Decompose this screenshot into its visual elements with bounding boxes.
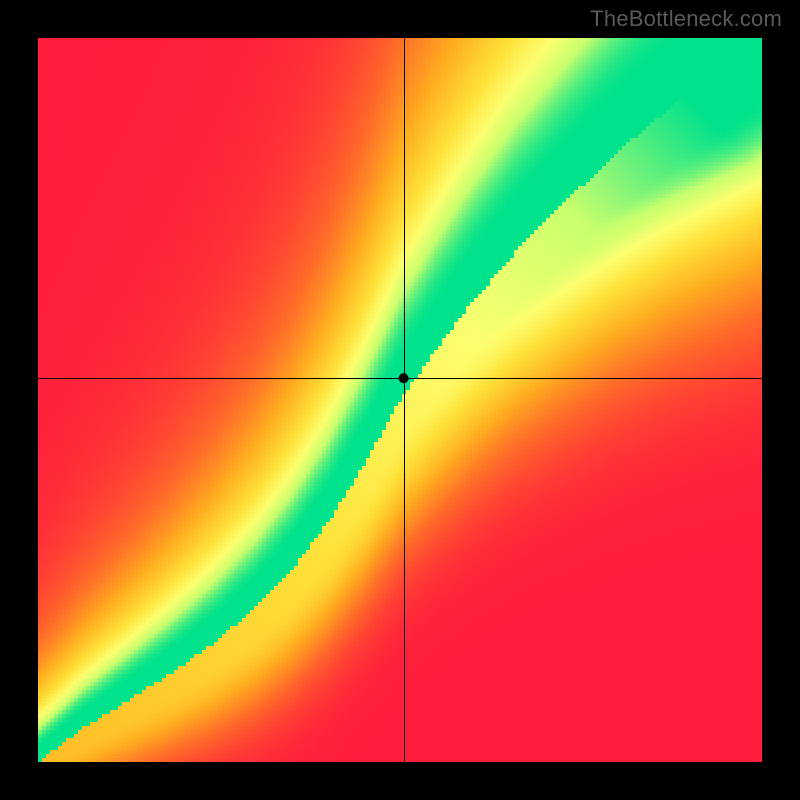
- watermark-text: TheBottleneck.com: [590, 6, 782, 32]
- chart-container: TheBottleneck.com: [0, 0, 800, 800]
- bottleneck-heatmap: [0, 0, 800, 800]
